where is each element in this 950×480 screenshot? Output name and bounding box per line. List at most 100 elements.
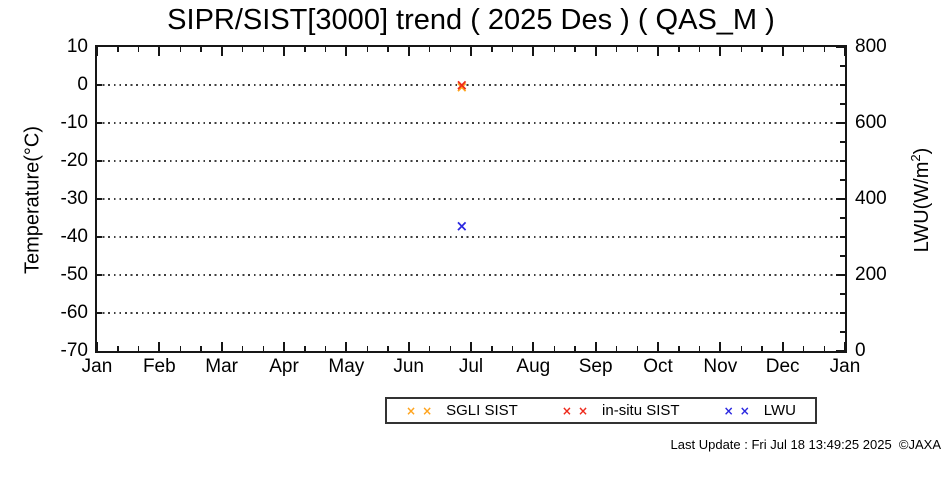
x-minor-tick [740, 47, 742, 52]
grid-line [97, 198, 845, 200]
x-tick-label: May [328, 356, 365, 377]
x-minor-tick [553, 47, 555, 52]
y-axis-label-lwu: LWU(W/m2) [908, 148, 934, 253]
x-major-tick [844, 47, 846, 56]
x-major-tick [719, 342, 722, 351]
x-minor-tick [491, 47, 493, 52]
y-right-minor-tick [840, 312, 845, 314]
x-major-tick [594, 47, 597, 56]
x-minor-tick [512, 346, 514, 351]
y-right-minor-tick [840, 141, 845, 143]
x-major-tick [158, 342, 161, 351]
x-minor-tick [262, 346, 265, 351]
x-minor-tick [387, 346, 389, 351]
y-right-minor-tick [840, 331, 845, 333]
y-right-major-tick [836, 122, 845, 124]
y-left-major-tick [97, 84, 102, 86]
legend-label-lwu: LWU [763, 402, 796, 419]
x-major-tick [96, 342, 98, 351]
grid-line [97, 236, 845, 238]
x-tick-label: Jul [458, 356, 484, 377]
y-right-tick-label: 600 [855, 112, 887, 133]
y-right-minor-tick [840, 217, 845, 219]
chart-title: SIPR/SIST[3000] trend ( 2025 Des ) ( QAS… [167, 4, 775, 36]
x-major-tick [407, 342, 410, 351]
x-minor-tick [325, 47, 327, 52]
x-tick-labels: Jan Feb Mar Apr May Jun Jul Aug Sep Oct Nov Dec Jan [0, 356, 950, 382]
y-left-major-tick [97, 274, 102, 276]
y-right-major-tick [836, 46, 845, 48]
y-axis-label-temperature: Temperature(°C) [21, 125, 44, 275]
x-tick-label: Oct [643, 356, 673, 377]
legend-entry-in-situ-sist: × × in-situ SIST [562, 402, 680, 419]
x-minor-tick [761, 346, 763, 351]
x-minor-tick [636, 346, 639, 351]
y-right-tick-label: 400 [855, 188, 887, 209]
legend-entry-lwu: × × LWU [724, 402, 796, 419]
x-minor-tick [304, 47, 306, 52]
x-minor-tick [740, 346, 742, 351]
x-minor-tick [325, 346, 327, 351]
x-minor-tick [117, 47, 119, 52]
y-right-major-tick [836, 198, 845, 200]
x-major-tick [96, 47, 98, 56]
x-major-tick [283, 47, 285, 56]
x-tick-label: Jan [829, 356, 861, 377]
grid-line [97, 160, 845, 162]
legend-label-sgli-sist: SGLI SIST [446, 402, 518, 419]
legend-entry-sgli-sist: × × SGLI SIST [406, 402, 518, 419]
x-tick-label: Apr [269, 356, 299, 377]
y-left-major-tick [97, 122, 102, 124]
x-minor-tick [262, 47, 265, 52]
x-tick-label: Dec [765, 356, 800, 377]
y-right-major-tick [836, 350, 845, 352]
x-minor-tick [428, 346, 431, 351]
x-major-tick [220, 47, 223, 56]
x-tick-label: Nov [703, 356, 738, 377]
legend-marker-lwu: × [723, 403, 734, 418]
x-minor-tick [574, 346, 576, 351]
y-right-tick-label: 200 [855, 264, 887, 285]
x-major-tick [407, 47, 410, 56]
x-minor-tick [138, 346, 140, 351]
x-minor-tick [699, 47, 701, 52]
y-left-tick-label: 10 [66, 36, 88, 57]
x-major-tick [781, 47, 784, 56]
y-right-minor-tick [840, 293, 845, 295]
y-left-major-tick [97, 312, 102, 314]
x-minor-tick [574, 47, 576, 52]
y-left-major-tick [97, 236, 102, 238]
x-minor-tick [387, 47, 389, 52]
x-minor-tick [615, 346, 618, 351]
x-minor-tick [179, 47, 181, 52]
grid-line [97, 84, 845, 86]
x-major-tick [657, 342, 659, 351]
y-axis-label-lwu-prefix: LWU(W/m [910, 161, 933, 253]
x-minor-tick [699, 346, 701, 351]
grid-line [97, 122, 845, 124]
y-right-minor-tick [840, 160, 845, 162]
x-minor-tick [512, 47, 514, 52]
x-tick-label: Sep [578, 356, 613, 377]
legend-label-in-situ-sist: in-situ SIST [602, 402, 680, 419]
y-right-major-tick [836, 274, 845, 276]
x-minor-tick [491, 346, 493, 351]
x-minor-tick [138, 47, 140, 52]
y-axis-label-lwu-superscript: 2 [908, 154, 924, 162]
y-right-tick-label: 800 [855, 36, 887, 57]
x-minor-tick [615, 47, 618, 52]
x-minor-tick [241, 346, 244, 351]
x-major-tick [532, 342, 535, 351]
data-point-lwu: × [455, 217, 469, 236]
y-right-minor-tick [840, 255, 845, 257]
x-minor-tick [200, 346, 202, 351]
x-minor-tick [802, 47, 805, 52]
x-major-tick [719, 47, 722, 56]
x-major-tick [345, 47, 348, 56]
y-right-minor-tick [840, 84, 845, 86]
data-point-sgli-sist: × [455, 78, 469, 97]
x-tick-label: Jan [81, 356, 113, 377]
y-right-minor-tick [840, 179, 845, 181]
x-major-tick [781, 342, 784, 351]
